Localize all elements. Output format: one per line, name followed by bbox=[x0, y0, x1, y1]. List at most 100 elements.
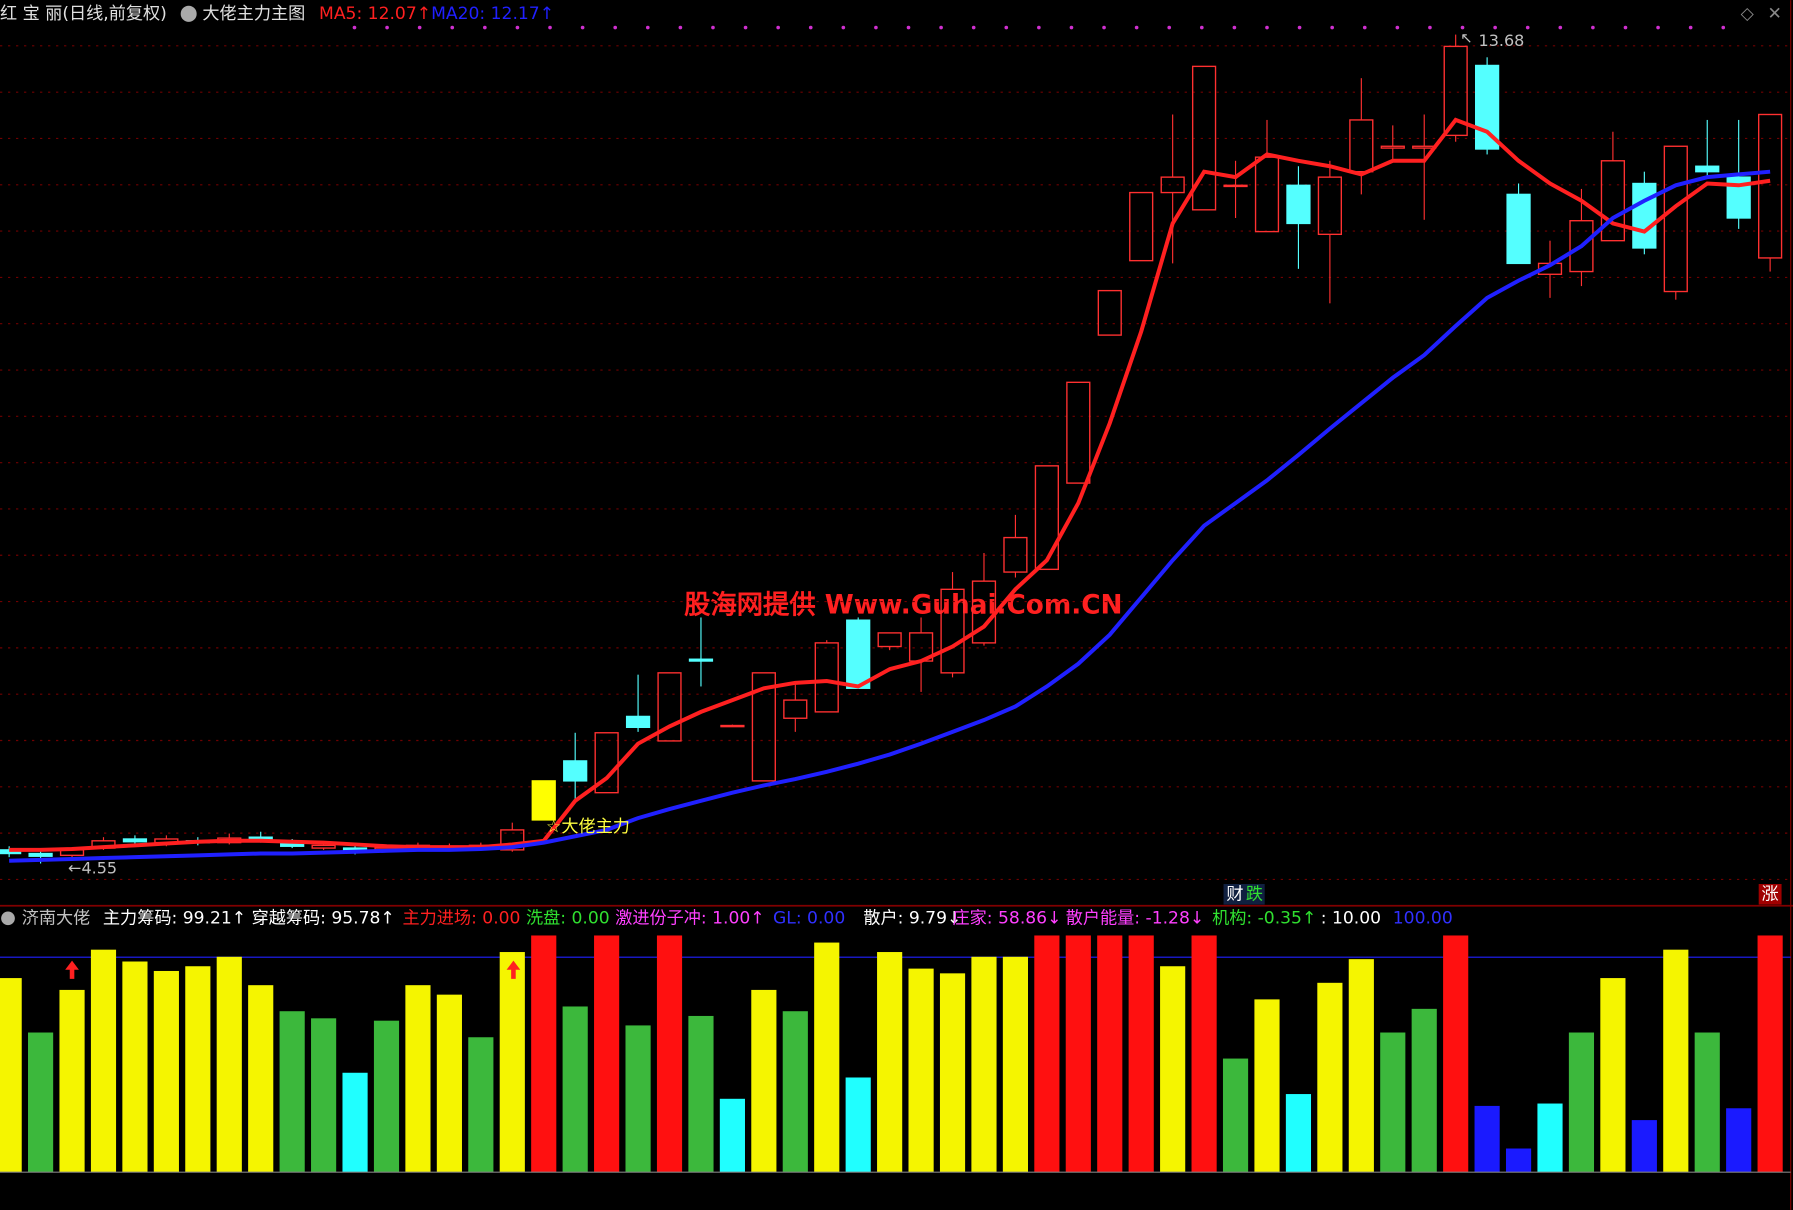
bar bbox=[1317, 982, 1343, 1173]
bar bbox=[1726, 1108, 1752, 1173]
bar bbox=[1034, 935, 1060, 1173]
top-dot bbox=[548, 25, 552, 30]
top-dot bbox=[971, 25, 976, 30]
bar bbox=[185, 966, 211, 1173]
top-dot bbox=[1134, 25, 1139, 30]
tab-die[interactable]: 跌 bbox=[1246, 884, 1263, 904]
candle-body bbox=[1160, 176, 1185, 194]
indicator-legend: 洗盘: 0.00 bbox=[526, 908, 610, 928]
bar bbox=[1443, 935, 1469, 1173]
indicator-legend: : 10.00 bbox=[1321, 908, 1381, 928]
indicator-legend: 穿越筹码: 95.78↑ bbox=[252, 908, 395, 928]
top-dot bbox=[711, 25, 715, 30]
top-dot bbox=[1721, 25, 1726, 30]
top-dot bbox=[1623, 25, 1628, 30]
bar bbox=[531, 935, 557, 1173]
bar bbox=[1663, 949, 1689, 1173]
signal-label: ☆大佬主力 bbox=[546, 817, 630, 837]
candle-body bbox=[688, 658, 714, 662]
tab-cai[interactable]: 财 bbox=[1226, 884, 1243, 904]
bar bbox=[1097, 935, 1123, 1173]
bar bbox=[311, 1018, 337, 1173]
candle-body bbox=[1317, 176, 1343, 236]
candle-body bbox=[1695, 165, 1720, 173]
tab-box[interactable] bbox=[1758, 884, 1782, 905]
indicator-legend: 散户能量: -1.28↓ bbox=[1066, 908, 1204, 928]
menu-icon[interactable] bbox=[1, 911, 15, 926]
ma-legend: MA20: 12.17↑ bbox=[431, 4, 554, 24]
bar bbox=[1474, 1105, 1500, 1173]
bar bbox=[436, 994, 462, 1173]
top-dot bbox=[1460, 25, 1465, 30]
indicator-legend: 庄家: 58.86↓ bbox=[953, 908, 1062, 928]
candle-body bbox=[1223, 184, 1248, 188]
candle-body bbox=[1066, 381, 1091, 484]
indicator-legend: 散户: 9.79↓ bbox=[863, 908, 961, 928]
bar bbox=[939, 973, 966, 1173]
indicator-legend: GL: 0.00 bbox=[773, 908, 845, 928]
bar bbox=[248, 985, 274, 1173]
bar bbox=[0, 978, 22, 1173]
top-dot bbox=[1656, 25, 1660, 30]
watermark: 股海网提供 Www.Guhai.Com.CN bbox=[684, 591, 1122, 621]
top-dot bbox=[1004, 25, 1009, 30]
top-dot bbox=[1493, 25, 1497, 30]
bar bbox=[1380, 1032, 1406, 1173]
close-icon[interactable]: ✕ bbox=[1768, 4, 1782, 24]
bar bbox=[908, 968, 934, 1173]
bar bbox=[28, 1032, 54, 1173]
top-dot bbox=[841, 25, 846, 30]
candle-body bbox=[563, 760, 588, 782]
top-dot bbox=[483, 25, 487, 30]
candle-body bbox=[1129, 191, 1154, 262]
bar bbox=[122, 961, 148, 1173]
top-dot bbox=[1167, 25, 1172, 30]
top-dot bbox=[1330, 25, 1335, 30]
candle-body bbox=[1569, 220, 1594, 273]
bar bbox=[625, 1025, 651, 1173]
candle-body bbox=[1286, 184, 1311, 225]
top-dot bbox=[417, 25, 422, 30]
top-dot bbox=[906, 25, 911, 30]
top-dot bbox=[1395, 25, 1400, 30]
top-dot bbox=[874, 25, 878, 30]
candle-body bbox=[1380, 145, 1405, 149]
candle-body bbox=[28, 852, 53, 857]
top-dot bbox=[613, 25, 618, 30]
candle-body bbox=[1600, 160, 1626, 242]
bar bbox=[216, 956, 242, 1173]
panel-title: 济南大佬 bbox=[22, 908, 91, 928]
bar bbox=[719, 1098, 745, 1173]
bar bbox=[562, 1006, 588, 1173]
top-dot bbox=[776, 25, 780, 30]
bar bbox=[751, 989, 777, 1173]
top-dot bbox=[1558, 25, 1563, 30]
diamond-icon[interactable]: ◇ bbox=[1741, 4, 1755, 24]
top-dot bbox=[939, 25, 943, 30]
indicator-legend: 激进份子冲: 1.00↑ bbox=[615, 908, 764, 928]
top-dot bbox=[352, 25, 357, 30]
menu-icon[interactable] bbox=[180, 5, 197, 22]
tab-zhang[interactable]: 涨 bbox=[1762, 884, 1779, 904]
ma-line bbox=[9, 117, 1771, 852]
top-dot bbox=[1069, 25, 1074, 30]
top-dot bbox=[515, 25, 520, 30]
candle-body bbox=[1349, 119, 1374, 173]
indicator-legend: 机构: -0.35↑ bbox=[1212, 908, 1316, 928]
bar bbox=[1348, 959, 1374, 1173]
bar bbox=[1160, 966, 1186, 1173]
top-dot bbox=[743, 25, 748, 30]
tab-box[interactable] bbox=[1223, 884, 1265, 905]
candle-body bbox=[1726, 176, 1751, 219]
bar bbox=[1065, 935, 1091, 1173]
bar bbox=[656, 935, 683, 1173]
bar bbox=[1254, 999, 1280, 1173]
bar bbox=[1757, 935, 1783, 1173]
top-dot bbox=[1362, 25, 1367, 30]
bar bbox=[279, 1011, 305, 1173]
bar bbox=[814, 942, 840, 1173]
indicator-legend: 主力筹码: 99.21↑ bbox=[103, 908, 246, 928]
top-dot bbox=[1037, 25, 1041, 30]
